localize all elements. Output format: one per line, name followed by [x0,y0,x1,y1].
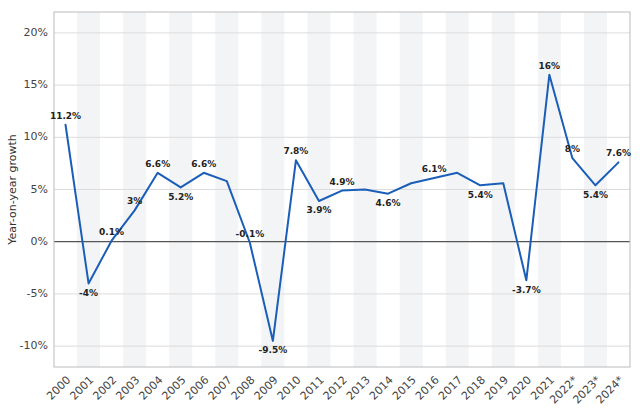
x-tick-label: 2012 [321,374,350,403]
chart-svg: -10% -5% 0% 5% 10% 15% 20% 20002001200220032004… [0,0,640,413]
data-label: 6.1% [422,164,447,174]
grid-line [54,346,630,347]
data-label: 6.6% [145,159,170,169]
x-tick-label: 2019 [482,374,511,403]
grid-line [54,293,630,294]
x-tick-label: 2020 [505,374,534,403]
data-label: 8% [565,144,580,154]
x-ticks: 2000200120022003200420052006200720082009… [44,373,626,406]
x-tick-label: 2000 [44,374,73,403]
x-tick-label: 2009 [252,374,281,403]
data-label: 16% [539,61,561,71]
data-label: 3% [127,196,142,206]
y-tick-label: 0% [31,235,48,248]
data-label: -3.7% [512,285,541,295]
y-tick-label: 10% [24,130,48,143]
y-tick-label: -10% [20,339,48,352]
line [66,75,619,341]
x-tick-label: 2018 [459,374,488,403]
y-axis-label: Year-on-year growth [6,134,19,246]
y-tick-label: 15% [24,78,48,91]
data-label: 7.8% [283,146,308,156]
x-tick-label: 2004 [136,374,165,403]
data-labels: 11.2% -4% 0.1% 3% 6.6% 5.2% 6.6% -0.1% -9.5% 7.8%… [50,61,631,356]
data-label: 4.9% [330,177,355,187]
grid-line [54,32,630,33]
data-label: -4% [79,288,98,298]
x-tick-label: 2001 [67,374,96,403]
x-tick-label: 2005 [160,374,189,403]
grid-line [54,85,630,86]
series-group [66,75,619,341]
plot-frame [54,12,630,367]
data-label: 4.6% [376,198,401,208]
data-label: 7.6% [606,148,631,158]
chart-container: -10% -5% 0% 5% 10% 15% 20% 20002001200220032004… [0,0,640,413]
x-tick-label: 2010 [275,374,304,403]
grid-line [54,137,630,138]
data-label: -0.1% [235,229,264,239]
x-tick-label: 2014 [367,374,396,403]
y-tick-label: -5% [27,287,48,300]
data-label: 5.2% [168,192,193,202]
data-label: 6.6% [191,159,216,169]
x-tick-label: 2007 [206,374,235,403]
x-tick-label: 2015 [390,374,419,403]
y-tick-label: 20% [24,26,48,39]
zero-line [54,241,630,242]
data-label: -9.5% [259,345,288,355]
x-tick-label: 2006 [183,374,212,403]
plot-background [54,12,630,367]
x-tick-label: 2024* [593,373,626,406]
x-tick-label: 2011 [298,374,327,403]
y-grid [54,33,630,346]
x-tick-label: 2013 [344,374,373,403]
data-label: 5.4% [583,190,608,200]
x-tick-label: 2017 [436,374,465,403]
data-label: 5.4% [468,190,493,200]
x-tick-label: 2008 [229,374,258,403]
y-ticks: -10% -5% 0% 5% 10% 15% 20% [20,26,48,352]
x-tick-label: 2003 [113,374,142,403]
data-label: 11.2% [50,111,81,121]
data-label: 0.1% [99,227,124,237]
data-label: 3.9% [306,205,331,215]
y-tick-label: 5% [31,183,48,196]
x-tick-label: 2016 [413,374,442,403]
stripe [584,12,607,367]
x-tick-label: 2002 [90,374,119,403]
